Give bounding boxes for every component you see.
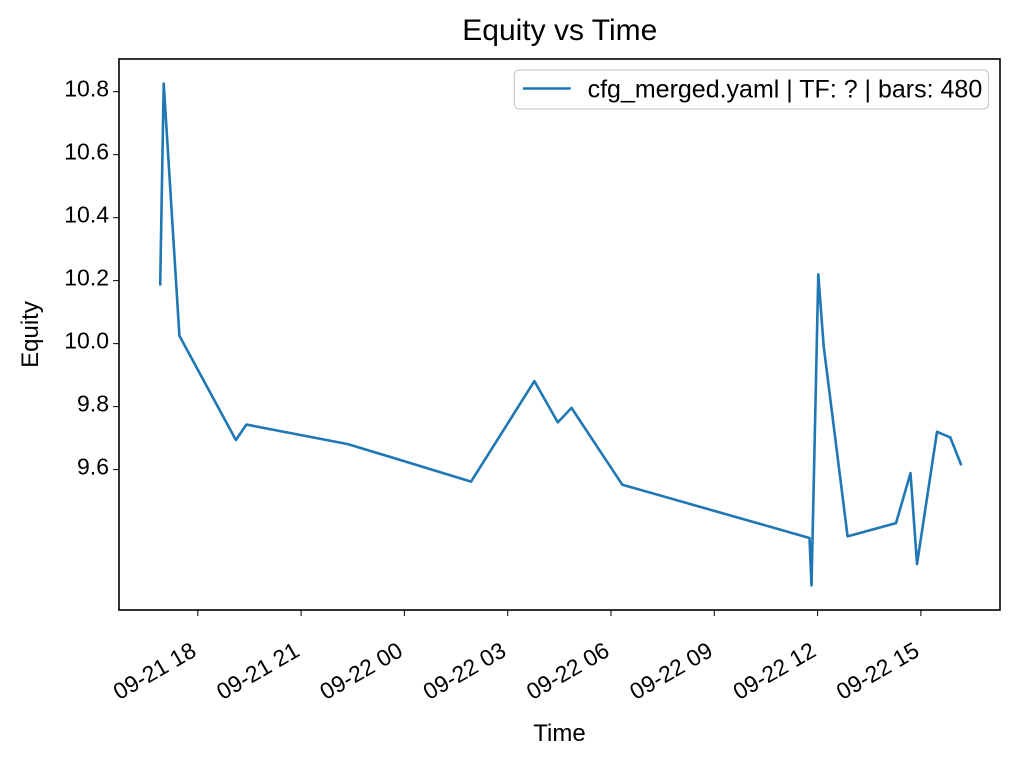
- svg-text:09-22 15: 09-22 15: [832, 637, 924, 705]
- svg-text:09-22 00: 09-22 00: [315, 637, 407, 705]
- svg-text:9.6: 9.6: [77, 454, 109, 480]
- svg-text:10.6: 10.6: [64, 139, 109, 165]
- svg-text:09-22 12: 09-22 12: [728, 637, 820, 705]
- svg-text:10.8: 10.8: [64, 76, 109, 102]
- svg-text:10.2: 10.2: [64, 265, 109, 291]
- svg-text:Equity: Equity: [17, 301, 44, 368]
- svg-text:9.8: 9.8: [77, 391, 109, 417]
- svg-text:Time: Time: [533, 720, 585, 747]
- svg-text:cfg_merged.yaml | TF: ? | bars: cfg_merged.yaml | TF: ? | bars: 480: [588, 76, 983, 104]
- svg-text:09-21 21: 09-21 21: [212, 637, 304, 705]
- svg-text:09-21 18: 09-21 18: [109, 637, 201, 705]
- svg-text:09-22 03: 09-22 03: [419, 637, 511, 705]
- svg-text:09-22 09: 09-22 09: [625, 637, 717, 705]
- svg-text:Equity vs Time: Equity vs Time: [462, 14, 657, 47]
- svg-text:10.4: 10.4: [64, 202, 109, 228]
- svg-text:10.0: 10.0: [64, 328, 109, 354]
- svg-text:09-22 06: 09-22 06: [522, 637, 614, 705]
